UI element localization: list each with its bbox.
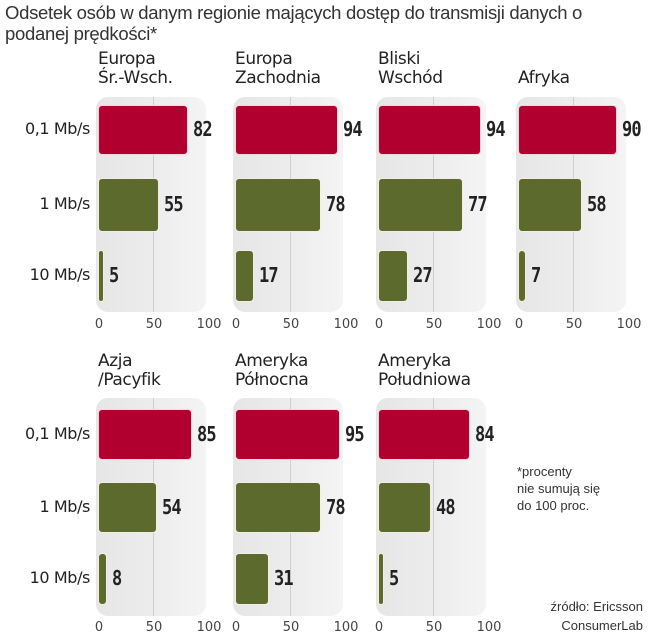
value-label: 94 [486, 117, 506, 141]
value-label: 54 [162, 494, 182, 519]
bar [98, 482, 158, 533]
x-tick-label: 100 [476, 620, 502, 635]
x-tick-label: 50 [425, 620, 443, 635]
value-label: 78 [325, 192, 346, 216]
value-label: 7 [530, 263, 541, 287]
value-label: 8 [111, 566, 122, 590]
region-title: Afryka [518, 68, 570, 88]
value-label: 94 [343, 117, 363, 141]
x-tick-label: 100 [476, 317, 502, 332]
bar [518, 178, 582, 232]
bar [235, 482, 321, 533]
value-label: 85 [196, 421, 217, 446]
bar [98, 105, 189, 155]
value-label: 17 [258, 263, 279, 287]
x-tick-label: 50 [565, 317, 583, 332]
x-tick-label: 0 [231, 620, 241, 635]
category-label: 1 Mb/s [39, 496, 90, 516]
x-tick-label: 50 [282, 620, 300, 635]
x-tick-label: 100 [196, 620, 222, 635]
bar [378, 553, 384, 605]
x-tick-label: 100 [333, 620, 359, 635]
x-tick-label: 50 [145, 620, 163, 635]
category-label: 0,1 Mb/s [24, 423, 90, 443]
value-label: 90 [622, 117, 642, 141]
x-tick-label: 100 [616, 317, 642, 332]
bar [518, 105, 617, 155]
bar [235, 105, 339, 155]
value-label: 95 [344, 421, 365, 446]
bar [235, 250, 254, 302]
bar [378, 250, 408, 302]
x-tick-label: 50 [425, 317, 443, 332]
category-label: 10 Mb/s [29, 568, 91, 587]
bar [518, 250, 526, 302]
x-tick-label: 100 [333, 317, 359, 332]
bar [378, 178, 463, 232]
bar [98, 178, 159, 232]
region-title: Azja /Pacyfik [98, 351, 161, 390]
bar [98, 553, 107, 605]
bar [378, 409, 471, 460]
x-tick-label: 100 [196, 317, 222, 332]
region-title: Bliski Wschód [378, 49, 443, 88]
value-label: 77 [467, 192, 488, 216]
category-label: 1 Mb/s [39, 194, 90, 213]
value-label: 31 [274, 566, 294, 590]
value-label: 5 [108, 263, 119, 287]
source-note: źródło: Ericsson ConsumerLab [550, 599, 643, 633]
x-tick-label: 0 [374, 317, 384, 332]
bar [98, 409, 192, 460]
x-tick-label: 0 [231, 317, 241, 332]
x-tick-label: 0 [514, 317, 524, 332]
value-label: 55 [163, 192, 184, 216]
value-label: 48 [435, 494, 456, 519]
footnote: *procenty nie sumują się do 100 proc. [517, 464, 601, 513]
value-label: 84 [475, 421, 495, 446]
chart-title: Odsetek osób w danym regionie mających d… [5, 2, 583, 44]
region-title: Europa Śr.-Wsch. [98, 49, 173, 88]
value-label: 27 [412, 263, 433, 287]
bar [98, 250, 104, 302]
region-title: Ameryka Południowa [378, 351, 471, 390]
value-label: 58 [586, 192, 607, 216]
x-tick-label: 0 [94, 620, 104, 635]
value-label: 5 [388, 566, 399, 590]
category-label: 0,1 Mb/s [24, 119, 90, 138]
x-tick-label: 50 [282, 317, 300, 332]
region-title: Europa Zachodnia [235, 49, 321, 88]
bar [378, 482, 431, 533]
gridline-50 [433, 398, 434, 616]
x-tick-label: 50 [145, 317, 163, 332]
category-label: 10 Mb/s [29, 265, 91, 284]
bar [378, 105, 482, 155]
bar [235, 409, 340, 460]
region-title: Ameryka Północna [235, 351, 309, 390]
bar [235, 178, 321, 232]
value-label: 82 [193, 117, 213, 141]
x-tick-label: 0 [94, 317, 104, 332]
value-label: 78 [325, 494, 346, 519]
bar [235, 553, 270, 605]
x-tick-label: 0 [374, 620, 384, 635]
